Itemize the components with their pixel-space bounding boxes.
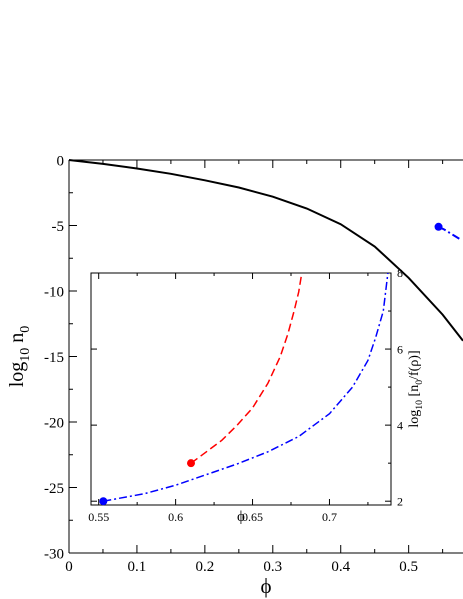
main-y-title-ylabel-var: n bbox=[6, 333, 28, 348]
main-y-title-ylabel-base: log bbox=[6, 362, 28, 388]
inset-series-0-line bbox=[190, 272, 303, 464]
main-x-tick-label: 0.2 bbox=[195, 559, 214, 575]
inset-y-tick-label: 4 bbox=[397, 418, 403, 432]
main-y-tick-label: -10 bbox=[44, 284, 64, 300]
inset-series-0-marker bbox=[187, 459, 195, 468]
main-y-tick-label: -15 bbox=[44, 350, 64, 366]
inset-x-tick-label: 0.6 bbox=[168, 510, 183, 524]
inset-chart: 0.55 0.6 0.65 0.7 2 4 6 8 ϕ log10 [n0/f(ρ)] bbox=[88, 266, 425, 525]
main-series-0-line bbox=[68, 159, 463, 342]
main-chart: 0 0.1 0.2 0.3 0.4 0.50-5-10-15-20-25-30ϕlog10… bbox=[6, 153, 463, 598]
inset-y-tick-label: 8 bbox=[397, 266, 403, 280]
inset-x-tick-label: 0.55 bbox=[88, 510, 109, 524]
main-x-tick-label: 0 bbox=[65, 559, 73, 575]
main-y-tick-label: -5 bbox=[52, 219, 65, 235]
inset-y-tick-label: 6 bbox=[397, 342, 403, 356]
main-x-tick-label: 0.3 bbox=[263, 559, 282, 575]
main-y-title-ylabel-sub1: 10 bbox=[18, 348, 33, 362]
inset-y-title-ylabel-base: log bbox=[407, 410, 422, 428]
inset-series-1-marker bbox=[99, 497, 108, 506]
inset-background bbox=[91, 273, 391, 505]
main-y-axis-title: log10 n0 bbox=[6, 326, 33, 388]
inset-x-tick-label: 0.65 bbox=[242, 510, 263, 524]
main-y-tick-label: 0 bbox=[57, 153, 65, 169]
inset-y-title-ylabel-sub1: 10 bbox=[414, 400, 425, 410]
main-x-tick-label: 0.5 bbox=[399, 559, 418, 575]
inset-y-title-ylabel-sub2: 0 bbox=[414, 380, 425, 385]
main-x-axis-title: ϕ bbox=[260, 574, 271, 598]
main-x-tick-label: 0.1 bbox=[128, 559, 147, 575]
inset-x-tick-label: 0.7 bbox=[322, 510, 337, 524]
main-series-1-marker bbox=[434, 222, 443, 231]
main-series-1-line bbox=[438, 225, 461, 241]
inset-x-axis-title: ϕ bbox=[237, 509, 245, 525]
inset-y-title-ylabel-tail: /f(ρ)] bbox=[407, 350, 422, 380]
main-y-tick-label: -30 bbox=[44, 546, 64, 562]
inset-y-axis-title: log10 [n0/f(ρ)] bbox=[407, 350, 425, 427]
main-y-tick-label: -25 bbox=[44, 481, 64, 497]
main-x-tick-label: 0.4 bbox=[331, 559, 350, 575]
main-y-title-ylabel-sub2: 0 bbox=[18, 326, 33, 333]
inset-y-title-ylabel-var: [n bbox=[407, 385, 422, 400]
inset-y-tick-label: 2 bbox=[397, 494, 403, 508]
main-y-tick-label: -20 bbox=[44, 415, 64, 431]
inset-frame bbox=[90, 272, 392, 506]
